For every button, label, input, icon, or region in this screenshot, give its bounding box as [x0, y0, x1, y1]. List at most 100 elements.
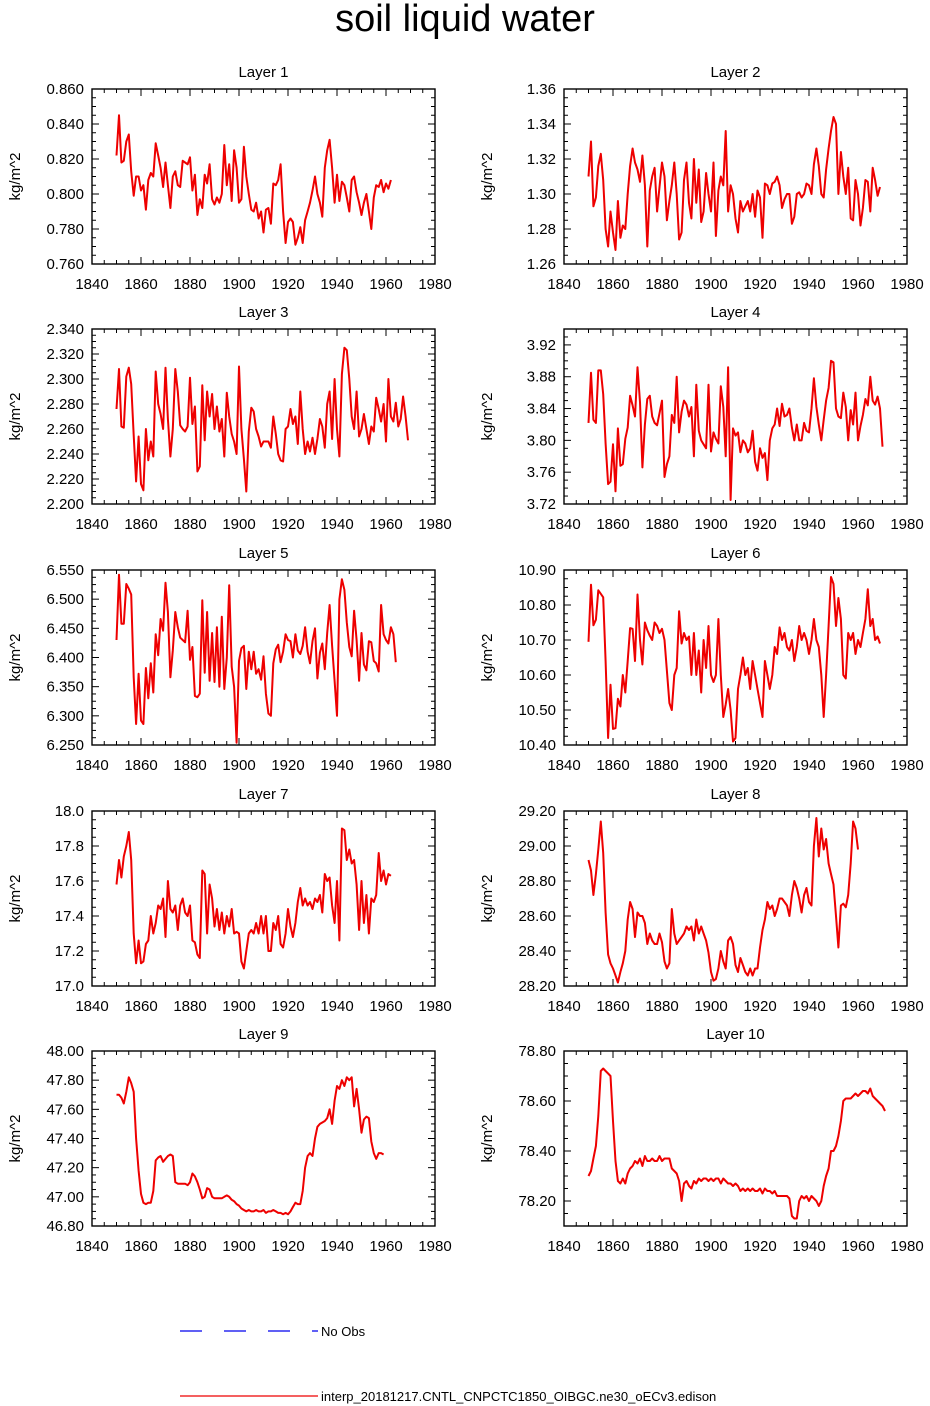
page-title: soil liquid water: [335, 0, 595, 40]
layer-7-x-tick-label: 1900: [222, 998, 255, 1015]
layer-5-ylabel: kg/m^2: [7, 634, 24, 682]
layer-2-title: Layer 2: [710, 64, 760, 81]
layer-7-x-tick-label: 1860: [124, 998, 157, 1015]
layer-4-title: Layer 4: [710, 304, 760, 321]
layer-8-x-tick-label: 1840: [547, 998, 580, 1015]
layer-8-x-tick-label: 1860: [596, 998, 629, 1015]
layer-3-y-tick-label: 2.320: [46, 346, 84, 363]
layer-2-x-tick-label: 1840: [547, 276, 580, 293]
layer-3-x-tick-label: 1900: [222, 516, 255, 533]
layer-10-x-tick-label: 1880: [645, 1238, 678, 1255]
layer-3-x-tick-label: 1880: [173, 516, 206, 533]
layer-9-y-tick-label: 47.00: [46, 1189, 84, 1206]
layer-7-y-tick-label: 17.4: [55, 908, 84, 925]
layer-6-x-tick-label: 1940: [792, 757, 825, 774]
layer-4-y-tick-label: 3.92: [527, 337, 556, 354]
layer-3-series-line: [115, 346, 409, 493]
layer-6-y-tick-label: 10.50: [518, 702, 556, 719]
layer-3-y-tick-label: 2.220: [46, 471, 84, 488]
layer-2-y-tick-label: 1.34: [527, 116, 556, 133]
layer-1-x-tick-label: 1840: [75, 276, 108, 293]
layer-3-x-tick-label: 1920: [271, 516, 304, 533]
layer-5-x-tick-label: 1880: [173, 757, 206, 774]
layer-4-y-tick-label: 3.84: [527, 401, 556, 418]
layer-9-y-tick-label: 46.80: [46, 1218, 84, 1235]
layer-9-y-tick-label: 47.40: [46, 1131, 84, 1148]
layer-1-title: Layer 1: [238, 64, 288, 81]
layer-4-x-tick-label: 1980: [890, 516, 923, 533]
layer-10-y-tick-label: 78.60: [518, 1093, 556, 1110]
layer-6-x-tick-label: 1960: [841, 757, 874, 774]
layer-2-y-tick-label: 1.28: [527, 221, 556, 238]
layer-3-y-tick-label: 2.260: [46, 421, 84, 438]
layer-8-y-tick-label: 28.40: [518, 943, 556, 960]
layer-10-x-tick-label: 1840: [547, 1238, 580, 1255]
layer-5-y-tick-label: 6.350: [46, 679, 84, 696]
layer-7-ylabel: kg/m^2: [7, 875, 24, 923]
layer-8-x-tick-label: 1880: [645, 998, 678, 1015]
layer-8-y-tick-label: 29.20: [518, 803, 556, 820]
layer-5-y-tick-label: 6.450: [46, 620, 84, 637]
layer-4-x-tick-label: 1940: [792, 516, 825, 533]
layer-7-x-tick-label: 1880: [173, 998, 206, 1015]
layer-10-y-tick-label: 78.80: [518, 1043, 556, 1060]
layer-1-ylabel: kg/m^2: [7, 153, 24, 201]
layer-1-x-tick-label: 1980: [418, 276, 451, 293]
layer-9-x-tick-label: 1860: [124, 1238, 157, 1255]
layer-8-x-tick-label: 1900: [694, 998, 727, 1015]
layer-10-x-tick-label: 1900: [694, 1238, 727, 1255]
layer-7-y-tick-label: 18.0: [55, 803, 84, 820]
layer-1-y-tick-label: 0.760: [46, 256, 84, 273]
layer-3-y-tick-label: 2.200: [46, 496, 84, 513]
layer-6-y-tick-label: 10.70: [518, 632, 556, 649]
layer-5-x-tick-label: 1960: [369, 757, 402, 774]
layer-8-y-tick-label: 28.60: [518, 908, 556, 925]
layer-6-series-line: [587, 576, 881, 743]
layer-3-y-tick-label: 2.340: [46, 321, 84, 338]
layer-6-y-tick-label: 10.60: [518, 667, 556, 684]
layer-3-x-tick-label: 1840: [75, 516, 108, 533]
layer-10-x-tick-label: 1940: [792, 1238, 825, 1255]
layer-2-x-tick-label: 1960: [841, 276, 874, 293]
layer-6-y-tick-label: 10.40: [518, 737, 556, 754]
layer-2-x-tick-label: 1900: [694, 276, 727, 293]
layer-6-x-tick-label: 1840: [547, 757, 580, 774]
layer-3-x-tick-label: 1980: [418, 516, 451, 533]
layer-5-y-tick-label: 6.550: [46, 562, 84, 579]
layer-8-x-tick-label: 1940: [792, 998, 825, 1015]
layer-3-y-tick-label: 2.300: [46, 371, 84, 388]
layer-10-y-tick-label: 78.20: [518, 1193, 556, 1210]
layer-5-x-tick-label: 1860: [124, 757, 157, 774]
layer-5-title: Layer 5: [238, 545, 288, 562]
layer-6-x-tick-label: 1860: [596, 757, 629, 774]
layer-5-y-tick-label: 6.400: [46, 650, 84, 667]
layer-6-title: Layer 6: [710, 545, 760, 562]
layer-7-y-tick-label: 17.6: [55, 873, 84, 890]
layer-3-title: Layer 3: [238, 304, 288, 321]
layer-9-x-tick-label: 1960: [369, 1238, 402, 1255]
layer-9-x-tick-label: 1900: [222, 1238, 255, 1255]
layer-2-x-tick-label: 1860: [596, 276, 629, 293]
layer-2-y-tick-label: 1.30: [527, 186, 556, 203]
layer-5-y-tick-label: 6.300: [46, 708, 84, 725]
layer-7-x-tick-label: 1960: [369, 998, 402, 1015]
layer-8-y-tick-label: 28.80: [518, 873, 556, 890]
layer-3-x-tick-label: 1960: [369, 516, 402, 533]
layer-1-x-tick-label: 1880: [173, 276, 206, 293]
layer-5-x-tick-label: 1840: [75, 757, 108, 774]
layer-4-x-tick-label: 1900: [694, 516, 727, 533]
layer-8-x-tick-label: 1960: [841, 998, 874, 1015]
layer-4-y-tick-label: 3.88: [527, 369, 556, 386]
layer-9-x-tick-label: 1940: [320, 1238, 353, 1255]
layer-7-y-tick-label: 17.0: [55, 978, 84, 995]
layer-3-y-tick-label: 2.280: [46, 396, 84, 413]
layer-2-y-tick-label: 1.32: [527, 151, 556, 168]
layer-9-y-tick-label: 48.00: [46, 1043, 84, 1060]
layer-1-x-tick-label: 1860: [124, 276, 157, 293]
layer-2-x-tick-label: 1980: [890, 276, 923, 293]
layer-1-y-tick-label: 0.860: [46, 81, 84, 98]
layer-5-y-tick-label: 6.250: [46, 737, 84, 754]
layer-3-y-tick-label: 2.240: [46, 446, 84, 463]
layer-1-x-tick-label: 1920: [271, 276, 304, 293]
layer-7-title: Layer 7: [238, 786, 288, 803]
